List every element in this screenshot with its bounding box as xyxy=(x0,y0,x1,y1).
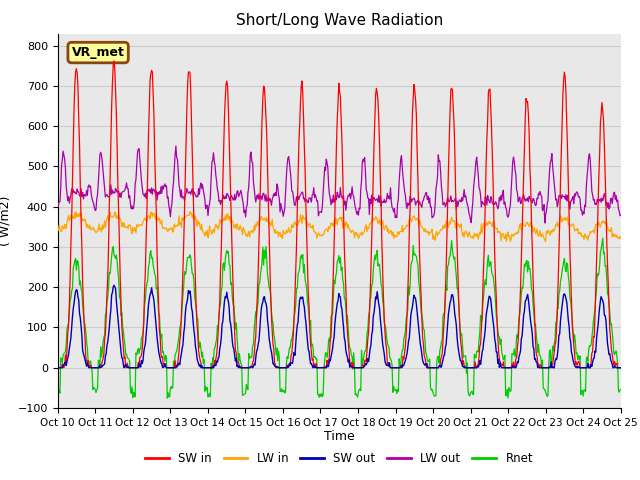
Title: Short/Long Wave Radiation: Short/Long Wave Radiation xyxy=(236,13,443,28)
X-axis label: Time: Time xyxy=(324,431,355,444)
Text: VR_met: VR_met xyxy=(72,46,125,59)
Legend: SW in, LW in, SW out, LW out, Rnet: SW in, LW in, SW out, LW out, Rnet xyxy=(141,447,538,469)
Y-axis label: ( W/m2): ( W/m2) xyxy=(0,196,12,246)
